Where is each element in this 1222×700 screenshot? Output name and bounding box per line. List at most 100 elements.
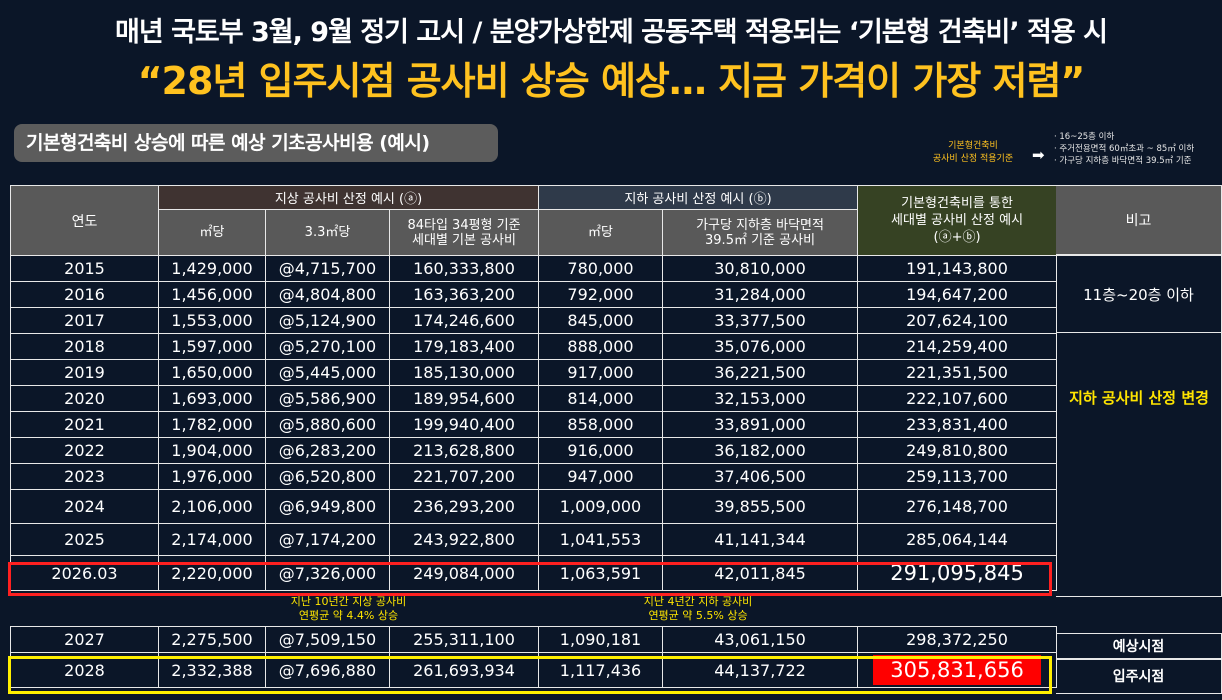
header-remarks: 비고 (1056, 185, 1222, 255)
remark-floors: 11층~20층 이하 (1056, 255, 1222, 333)
cell-year: 2019 (10, 359, 159, 386)
cell-below-unit: 36,221,500 (662, 359, 859, 386)
cell-above-per-m2: 1,553,000 (158, 307, 266, 334)
table-row: 2025 2,174,000 @7,174,200 243,922,800 1,041,… (10, 523, 1058, 556)
cell-below-per-m2: 814,000 (538, 385, 664, 412)
cell-above-per-m2: 1,904,000 (158, 437, 266, 464)
cell-above-unit: 174,246,600 (388, 307, 540, 334)
header-below-unit-line2: 39.5㎡ 기준 공사비 (705, 232, 816, 248)
note-below-line1: 지난 4년간 지하 공사비 (643, 594, 753, 608)
growth-note-row: 지난 10년간 지상 공사비 연평균 약 4.4% 상승 지난 4년간 지하 공… (11, 591, 1057, 627)
table-row: 2021 1,782,000 @5,880,600 199,940,400 858,00… (10, 411, 1058, 438)
cell-above-per-m2: 1,456,000 (158, 281, 266, 308)
cell-above-unit: 179,183,400 (388, 333, 540, 360)
cell-above-unit: 189,954,600 (388, 385, 540, 412)
cell-below-per-m2: 947,000 (538, 463, 664, 490)
remark-move-in: 입주시점 (1056, 659, 1222, 694)
note-above-growth: 지난 10년간 지상 공사비 연평균 약 4.4% 상승 (159, 591, 539, 627)
header-below-unit-line1: 가구당 지하층 바닥면적 (696, 217, 824, 233)
header-per-m2: ㎡당 (158, 209, 266, 256)
cell-above-per-pyeong: @7,174,200 (265, 523, 390, 556)
table-row: 2016 1,456,000 @4,804,800 163,363,200 792,00… (10, 281, 1058, 308)
cell-above-per-m2: 1,782,000 (158, 411, 266, 438)
header-unit84: 84타입 34평형 기준 세대별 기본 공사비 (388, 209, 540, 256)
remark-basement-change: 지하 공사비 산정 변경 (1069, 389, 1209, 407)
header-per-pyeong: 3.3㎡당 (265, 209, 390, 256)
cell-year: 2021 (10, 411, 159, 438)
table-row: 2023 1,976,000 @6,520,800 221,707,200 947,00… (10, 463, 1058, 490)
headline-main: “28년 입주시점 공사비 상승 예상… 지금 가격이 가장 저렴” (137, 59, 1086, 103)
cell-below-unit: 36,182,000 (662, 437, 859, 464)
table-row: 2017 1,553,000 @5,124,900 174,246,600 845,00… (10, 307, 1058, 334)
cell-year: 2018 (10, 333, 159, 360)
cell-total: 207,624,100 (857, 307, 1058, 334)
headline-top: 매년 국토부 3월, 9월 정기 고시 / 분양가상한제 공동주택 적용되는 ‘… (115, 17, 1108, 48)
cell-below-per-m2: 1,009,000 (538, 489, 664, 524)
note-above-line2: 연평균 약 4.4% 상승 (298, 608, 399, 622)
cell-above-per-m2: 1,597,000 (158, 333, 266, 360)
header-unit84-line2: 세대별 기본 공사비 (412, 232, 516, 248)
cell-above-unit: 255,311,100 (388, 626, 540, 653)
cell-year: 2025 (10, 523, 159, 556)
cell-above-unit: 221,707,200 (388, 463, 540, 490)
table-row: 2018 1,597,000 @5,270,100 179,183,400 888,00… (10, 333, 1058, 360)
table-row: 2015 1,429,000 @4,715,700 160,333,800 780,00… (10, 255, 1058, 282)
cell-above-per-m2: 2,174,000 (158, 523, 266, 556)
cell-above-per-pyeong: @4,804,800 (265, 281, 390, 308)
table-row: 2019 1,650,000 @5,445,000 185,130,000 917,00… (10, 359, 1058, 386)
cell-below-per-m2: 792,000 (538, 281, 664, 308)
cell-year: 2016 (10, 281, 159, 308)
criteria-item: · 주거전용면적 60㎡초과 ~ 85㎡ 이하 (1054, 144, 1195, 154)
header-row-2: ㎡당 3.3㎡당 84타입 34평형 기준 세대별 기본 공사비 ㎡당 가구당 … (11, 209, 1057, 256)
cell-above-unit: 236,293,200 (388, 489, 540, 524)
header-row-1: 연도 지상 공사비 산정 예시 (ⓐ) 지하 공사비 산정 예시 (ⓑ) 기본형… (10, 185, 1058, 256)
cell-above-per-m2: 1,650,000 (158, 359, 266, 386)
cell-total: 221,351,500 (857, 359, 1058, 386)
criteria-label-line2: 공사비 산정 적용기준 (932, 154, 1014, 164)
cell-year: 2023 (10, 463, 159, 490)
cell-above-per-pyeong: @4,715,700 (265, 255, 390, 282)
table-row: 2024 2,106,000 @6,949,800 236,293,200 1,009,… (10, 489, 1058, 524)
cell-below-per-m2: 1,090,181 (538, 626, 664, 653)
cell-above-per-m2: 1,429,000 (158, 255, 266, 282)
cell-total: 214,259,400 (857, 333, 1058, 360)
cell-below-unit: 44,137,722 (662, 652, 859, 688)
cell-above-unit: 249,084,000 (388, 555, 540, 591)
cell-below-unit: 33,377,500 (662, 307, 859, 334)
cell-above-unit: 243,922,800 (388, 523, 540, 556)
cell-below-unit: 37,406,500 (662, 463, 859, 490)
remark-expected: 예상시점 (1056, 633, 1222, 659)
cell-above-unit: 163,363,200 (388, 281, 540, 308)
header-year: 연도 (10, 185, 159, 256)
cell-above-per-m2: 2,332,388 (158, 652, 266, 688)
cell-below-per-m2: 917,000 (538, 359, 664, 386)
note-below-line2: 연평균 약 5.5% 상승 (648, 608, 748, 622)
note-below-growth: 지난 4년간 지하 공사비 연평균 약 5.5% 상승 (539, 591, 858, 627)
cell-total: 291,095,845 (857, 555, 1058, 591)
note-above-line1: 지난 10년간 지상 공사비 (290, 594, 407, 608)
cell-below-unit: 39,855,500 (662, 489, 859, 524)
remark-basement-change-cell: 지하 공사비 산정 변경 (1056, 333, 1222, 597)
table-row: 2028 2,332,388 @7,696,880 261,693,934 1,117,… (10, 652, 1058, 688)
table-row: 2022 1,904,000 @6,283,200 213,628,800 916,00… (10, 437, 1058, 464)
cell-total: 298,372,250 (857, 626, 1058, 653)
cell-above-per-m2: 2,275,500 (158, 626, 266, 653)
cell-total: 233,831,400 (857, 411, 1058, 438)
cell-year: 2028 (10, 652, 159, 688)
cell-total: 191,143,800 (857, 255, 1058, 282)
table-row: 2027 2,275,500 @7,509,150 255,311,100 1,090,… (10, 626, 1058, 653)
cell-above-per-pyeong: @7,509,150 (265, 626, 390, 653)
cell-above-per-pyeong: @5,880,600 (265, 411, 390, 438)
cell-total-value: 305,831,656 (873, 655, 1042, 685)
header-total-line1: 기본형건축비를 통한 (901, 196, 1013, 211)
cost-table: 연도 지상 공사비 산정 예시 (ⓐ) 지하 공사비 산정 예시 (ⓑ) 기본형… (10, 185, 1058, 688)
cell-total: 222,107,600 (857, 385, 1058, 412)
cell-above-per-m2: 1,976,000 (158, 463, 266, 490)
cell-below-unit: 31,284,000 (662, 281, 859, 308)
cell-above-per-pyeong: @5,124,900 (265, 307, 390, 334)
cell-total: 259,113,700 (857, 463, 1058, 490)
cell-above-unit: 185,130,000 (388, 359, 540, 386)
cell-total: 249,810,800 (857, 437, 1058, 464)
table-row: 2020 1,693,000 @5,586,900 189,954,600 814,00… (10, 385, 1058, 412)
cell-total: 305,831,656 (857, 652, 1058, 688)
